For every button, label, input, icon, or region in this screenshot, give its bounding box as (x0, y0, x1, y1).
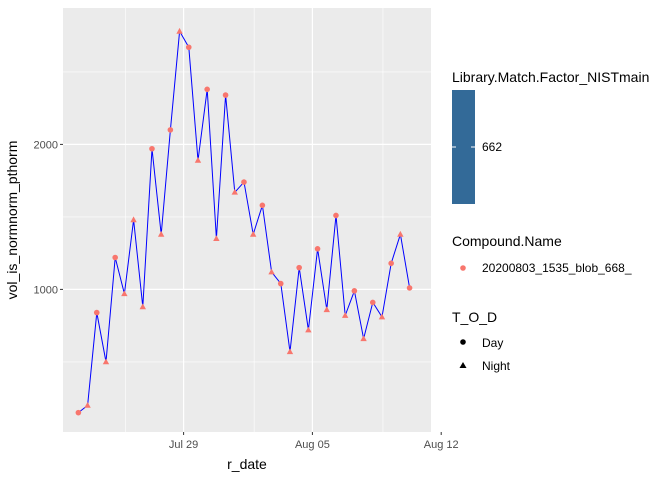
x-tick-label: Aug 12 (424, 439, 459, 451)
data-point-night (130, 216, 137, 223)
data-point-night (305, 326, 312, 333)
data-point-day (204, 86, 210, 93)
data-point-day (222, 92, 229, 98)
data-point-night (213, 235, 220, 242)
data-point-night (139, 303, 146, 310)
series-points-group (75, 27, 413, 416)
legend-shape-title: T_O_D (452, 309, 497, 325)
legend-fill-title: Library.Match.Factor_NISTmain (452, 69, 649, 85)
data-point-day (369, 299, 376, 306)
legend-fill: Library.Match.Factor_NISTmain 662 (452, 69, 649, 204)
legend-night-label: Night (482, 359, 511, 373)
x-tick-label: Jul 29 (169, 439, 198, 451)
data-point-day (259, 202, 266, 209)
data-point-night (360, 335, 367, 342)
data-point-night (378, 313, 386, 320)
data-point-day (241, 179, 247, 185)
data-point-night (176, 27, 183, 34)
data-point-day (351, 288, 358, 294)
data-point-night (268, 268, 275, 275)
data-point-day (296, 264, 302, 271)
y-axis-title: vol_is_normnorm_pthorm (4, 141, 20, 300)
legend-shape: T_O_D Day Night (452, 309, 511, 373)
data-point-night (84, 402, 91, 408)
data-point-day (167, 127, 174, 133)
legend-fill-label: 662 (482, 140, 502, 154)
data-point-day (75, 409, 82, 416)
y-tick-label: 2000 (34, 139, 58, 151)
data-point-night (397, 230, 404, 237)
data-point-day (314, 246, 321, 252)
data-point-night (121, 290, 128, 297)
data-point-day (149, 145, 155, 152)
grid-lines (63, 8, 442, 432)
y-tick-label: 1000 (34, 284, 58, 296)
data-point-night (286, 348, 294, 355)
axes: 1000 2000 Jul 29 Aug 05 Aug 12 (34, 139, 459, 451)
legend-compound: Compound.Name 20200803_1535_blob_668_ (452, 233, 632, 275)
data-point-night (231, 188, 238, 195)
data-point-day (112, 254, 118, 261)
data-point-night (194, 156, 202, 163)
data-point-day (406, 285, 413, 291)
data-point-day (277, 280, 284, 287)
data-point-day (388, 260, 394, 267)
data-point-night (323, 306, 330, 313)
legend-day-symbol (460, 339, 466, 345)
data-point-night (102, 358, 110, 365)
legend-compound-title: Compound.Name (452, 233, 562, 249)
legend-night-symbol (459, 362, 467, 368)
data-point-night (157, 230, 165, 237)
legend-day-label: Day (482, 336, 503, 350)
data-point-day (93, 309, 100, 316)
plot-panel (63, 8, 431, 432)
data-point-night (249, 230, 257, 237)
data-point-day (333, 212, 339, 219)
x-axis-title: r_date (227, 456, 267, 472)
data-point-day (185, 44, 192, 51)
legend-compound-point (460, 265, 466, 271)
x-tick-label: Aug 05 (295, 439, 330, 451)
legend-fill-colorbar (452, 90, 475, 204)
data-point-night (341, 312, 349, 318)
legend-compound-label: 20200803_1535_blob_668_ (482, 261, 632, 275)
